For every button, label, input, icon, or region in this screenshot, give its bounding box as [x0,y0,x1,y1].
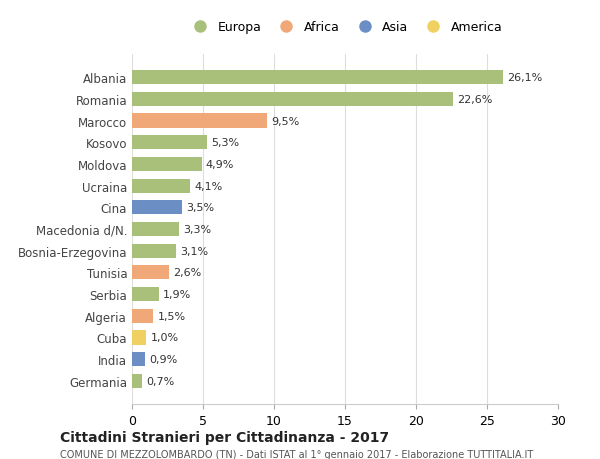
Text: 1,9%: 1,9% [163,290,191,299]
Text: 0,7%: 0,7% [146,376,175,386]
Bar [132,93,453,106]
Bar [132,157,202,172]
Text: 4,1%: 4,1% [194,181,223,191]
Bar [132,114,267,129]
Bar [132,330,146,345]
Bar [132,223,179,236]
Bar [132,244,176,258]
Text: 26,1%: 26,1% [507,73,542,83]
Text: 0,9%: 0,9% [149,354,177,364]
Text: 2,6%: 2,6% [173,268,202,278]
Text: 9,5%: 9,5% [271,116,299,126]
Text: 4,9%: 4,9% [206,160,234,169]
Text: COMUNE DI MEZZOLOMBARDO (TN) - Dati ISTAT al 1° gennaio 2017 - Elaborazione TUTT: COMUNE DI MEZZOLOMBARDO (TN) - Dati ISTA… [60,449,533,459]
Bar [132,374,142,388]
Text: 3,1%: 3,1% [180,246,208,256]
Text: 1,0%: 1,0% [151,333,179,343]
Bar [132,287,159,302]
Bar [132,353,145,366]
Bar [132,71,503,85]
Bar [132,179,190,193]
Text: 22,6%: 22,6% [457,95,493,105]
Bar [132,201,182,215]
Text: 3,3%: 3,3% [183,224,211,235]
Legend: Europa, Africa, Asia, America: Europa, Africa, Asia, America [182,16,508,39]
Text: Cittadini Stranieri per Cittadinanza - 2017: Cittadini Stranieri per Cittadinanza - 2… [60,430,389,444]
Text: 5,3%: 5,3% [212,138,239,148]
Bar [132,266,169,280]
Text: 3,5%: 3,5% [186,203,214,213]
Bar [132,309,154,323]
Bar [132,136,207,150]
Text: 1,5%: 1,5% [158,311,185,321]
